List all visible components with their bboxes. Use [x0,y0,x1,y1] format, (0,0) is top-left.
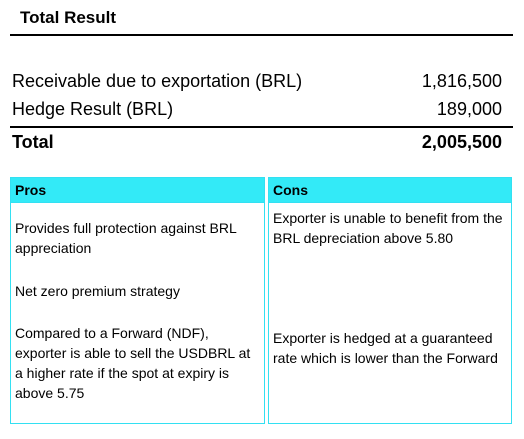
hedge-label: Hedge Result (BRL) [12,99,174,119]
cons-item: Exporter is hedged at a guaranteed rate … [273,330,498,366]
total-divider [10,126,513,128]
section-title: Total Result [20,8,117,27]
pros-item: Compared to a Forward (NDF), exporter is… [15,325,251,401]
pros-cons-table: Pros Provides full protection against BR… [10,177,512,424]
receivable-value: 1,816,500 [421,71,502,91]
cons-item: Exporter is unable to benefit from the B… [273,210,503,246]
title-divider [10,34,513,36]
pros-header: Pros [11,178,264,203]
hedge-value: 189,000 [436,99,502,119]
pros-item: Provides full protection against BRL app… [15,220,237,256]
receivable-label: Receivable due to exportation (BRL) [12,71,303,91]
total-row: Total 2,005,500 [12,132,502,153]
hedge-row: Hedge Result (BRL) 189,000 [12,99,502,120]
pros-column: Pros Provides full protection against BR… [10,177,265,424]
receivable-row: Receivable due to exportation (BRL) 1,81… [12,71,502,92]
cons-column: Cons Exporter is unable to benefit from … [268,177,512,424]
cons-header: Cons [269,178,511,203]
total-value: 2,005,500 [421,132,502,152]
total-label: Total [12,132,54,152]
pros-item: Net zero premium strategy [15,283,180,299]
